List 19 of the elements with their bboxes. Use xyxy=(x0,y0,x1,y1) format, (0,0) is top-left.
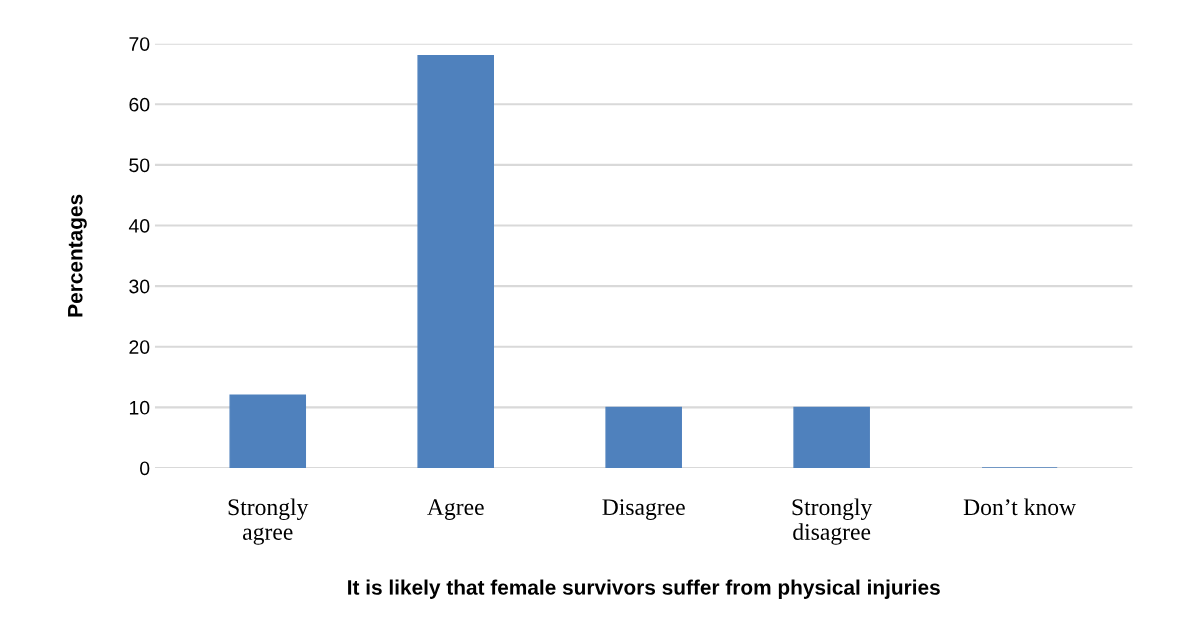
y-tick-label: 30 xyxy=(129,279,150,294)
y-tick-label: 40 xyxy=(128,219,150,233)
y-tick-label: 50 xyxy=(129,158,150,173)
x-tick-label: Agree xyxy=(427,499,484,520)
x-axis-title: It is likely that female survivors suffer from physical injuries xyxy=(348,579,940,599)
x-tick-label: Don’t know xyxy=(963,498,1077,516)
x-tick-label: Strongly agree xyxy=(228,498,309,545)
y-tick-label: 20 xyxy=(129,340,150,354)
y-tick-label: 60 xyxy=(129,97,150,112)
bar xyxy=(229,394,307,468)
bar xyxy=(605,406,682,468)
bar xyxy=(417,55,494,468)
x-tick-label: Disagree xyxy=(602,499,685,520)
y-tick-label: 0 xyxy=(140,461,150,476)
x-tick-label: Strongly disagree xyxy=(792,498,873,545)
bar xyxy=(793,406,870,468)
y-axis-title: Percentages xyxy=(68,194,87,317)
y-tick-label: 10 xyxy=(129,400,150,415)
y-tick-label: 70 xyxy=(129,37,150,51)
